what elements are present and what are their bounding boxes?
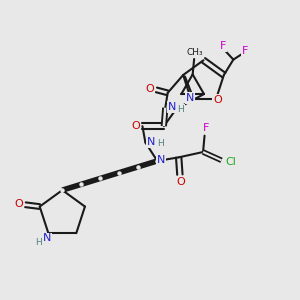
Text: CH₃: CH₃	[186, 48, 203, 57]
Text: O: O	[14, 199, 23, 209]
Text: N: N	[168, 102, 176, 112]
Text: H: H	[157, 140, 164, 148]
Text: Cl: Cl	[225, 157, 236, 166]
Text: N: N	[43, 233, 51, 244]
Text: O: O	[176, 177, 185, 187]
Text: O: O	[213, 94, 222, 104]
Text: N: N	[186, 93, 194, 103]
Text: O: O	[131, 121, 140, 130]
Text: H: H	[35, 238, 42, 247]
Text: O: O	[146, 84, 154, 94]
Text: N: N	[147, 137, 155, 147]
Text: N: N	[157, 155, 165, 165]
Text: F: F	[242, 46, 248, 56]
Text: H: H	[177, 105, 184, 114]
Text: F: F	[220, 41, 226, 51]
Text: F: F	[203, 123, 209, 133]
